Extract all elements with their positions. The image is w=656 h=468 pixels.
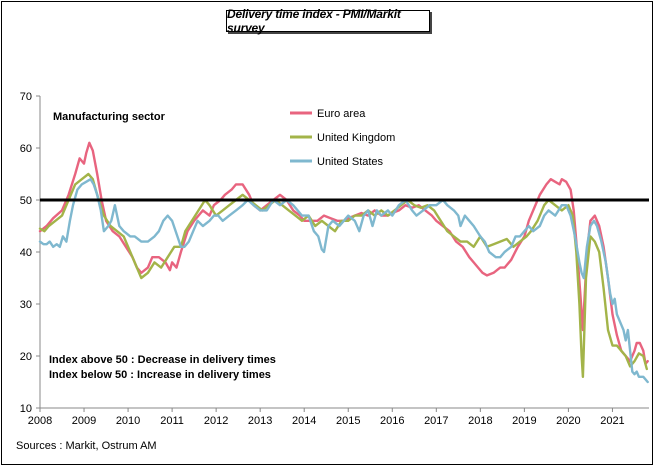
x-tick-label: 2019 <box>512 415 536 427</box>
y-tick-label: 30 <box>20 299 32 311</box>
series-line-3 <box>38 178 649 384</box>
x-tick-label: 2017 <box>424 415 448 427</box>
x-tick-label: 2010 <box>116 415 140 427</box>
y-tick-label: 40 <box>20 247 32 259</box>
annotation-text-1: Index above 50 : Decrease in delivery ti… <box>49 354 276 366</box>
legend-label-2: United Kingdom <box>317 132 395 144</box>
y-tick-label: 50 <box>20 195 32 207</box>
x-tick-label: 2020 <box>556 415 580 427</box>
legend-label-3: United States <box>317 156 384 168</box>
x-tick-label: 2013 <box>248 415 272 427</box>
series-line-2 <box>38 172 648 378</box>
x-tick-label: 2015 <box>336 415 360 427</box>
annotation-text-2: Index below 50 : Increase in delivery ti… <box>49 369 271 381</box>
x-tick-label: 2021 <box>600 415 624 427</box>
x-tick-label: 2014 <box>292 415 316 427</box>
x-tick-label: 2009 <box>72 415 96 427</box>
legend-label-1: Euro area <box>317 108 366 120</box>
y-tick-label: 20 <box>20 351 32 363</box>
x-tick-label: 2012 <box>204 415 228 427</box>
x-tick-label: 2011 <box>160 415 184 427</box>
source-note: Sources : Markit, Ostrum AM <box>16 440 157 452</box>
y-tick-label: 60 <box>20 143 32 155</box>
y-tick-label: 70 <box>20 91 32 103</box>
x-tick-label: 2008 <box>28 415 52 427</box>
chart-title: Delivery time index - PMI/Markit survey <box>226 7 430 35</box>
x-tick-label: 2018 <box>468 415 492 427</box>
y-tick-label: 10 <box>20 403 32 415</box>
sector-label: Manufacturing sector <box>53 111 166 123</box>
x-tick-label: 2016 <box>380 415 404 427</box>
